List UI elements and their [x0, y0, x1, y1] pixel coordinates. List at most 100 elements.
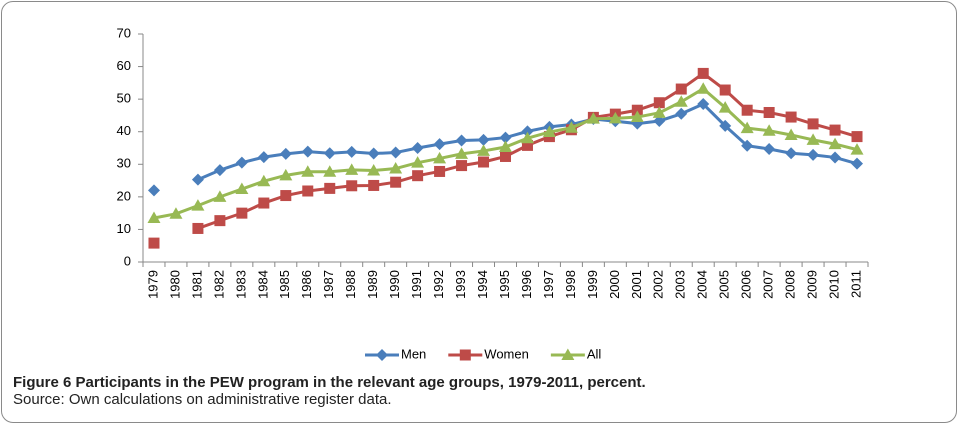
x-tick-label: 1984 — [255, 270, 270, 299]
data-point — [564, 121, 578, 133]
x-tick-label: 1994 — [475, 270, 490, 299]
data-point — [434, 165, 446, 177]
data-point — [257, 151, 270, 164]
data-point — [499, 131, 512, 144]
data-point — [477, 144, 491, 156]
data-point — [521, 139, 533, 151]
x-tick-label: 1989 — [365, 270, 380, 299]
x-tick-label: 2008 — [783, 270, 798, 299]
data-point — [390, 176, 402, 188]
x-tick-label: 2006 — [739, 270, 754, 299]
x-tick-label: 2009 — [805, 270, 820, 299]
data-point — [762, 124, 776, 136]
data-point — [653, 114, 666, 127]
data-point — [521, 125, 534, 138]
legend-marker — [561, 348, 575, 360]
data-point — [741, 139, 754, 152]
data-point — [829, 124, 841, 136]
data-point — [741, 104, 753, 116]
data-point — [455, 147, 469, 159]
data-point — [807, 148, 820, 161]
x-tick-label: 1985 — [277, 270, 292, 299]
data-point — [478, 156, 490, 168]
data-point — [500, 150, 511, 162]
data-point — [674, 95, 688, 107]
data-point — [719, 84, 731, 96]
data-point — [345, 145, 358, 158]
data-point — [213, 190, 227, 202]
series-line — [197, 71, 858, 230]
data-point — [433, 151, 447, 164]
data-point — [346, 180, 358, 192]
legend-label: Men — [401, 346, 426, 361]
y-tick-label: 10 — [117, 221, 131, 236]
data-point — [389, 146, 402, 159]
data-point — [631, 104, 643, 116]
data-point — [257, 174, 271, 187]
legend-marker — [459, 349, 471, 361]
data-point — [301, 165, 315, 177]
x-tick-label: 1990 — [387, 270, 402, 299]
data-point — [280, 190, 292, 202]
legend-label: All — [587, 346, 602, 361]
y-tick-label: 0 — [124, 253, 131, 268]
data-point — [763, 142, 776, 155]
data-point — [542, 125, 556, 138]
data-point — [718, 101, 732, 113]
x-tick-label: 2004 — [695, 270, 710, 299]
x-tick-label: 1981 — [189, 270, 204, 299]
x-tick-label: 2011 — [848, 270, 863, 298]
y-tick-label: 60 — [117, 58, 131, 73]
data-point — [829, 151, 842, 164]
data-point — [828, 137, 842, 150]
data-point — [675, 107, 688, 120]
x-tick-label: 1997 — [541, 270, 556, 299]
data-point — [697, 98, 710, 111]
x-tick-label: 2001 — [629, 270, 644, 299]
data-point — [586, 112, 600, 124]
data-point — [477, 133, 490, 146]
x-tick-label: 1999 — [585, 270, 600, 299]
data-point — [630, 110, 644, 123]
x-tick-label: 1993 — [453, 270, 468, 299]
data-point — [323, 147, 336, 160]
chart: Figure 6 Participants in the PEW program… — [13, 25, 869, 408]
x-tick-label: 1986 — [299, 270, 314, 299]
data-point — [455, 134, 468, 147]
data-point — [851, 157, 864, 170]
data-point — [324, 182, 336, 194]
data-point — [806, 133, 820, 145]
data-point — [148, 237, 160, 249]
data-point — [191, 173, 204, 186]
data-point — [191, 199, 205, 211]
x-tick-label: 2007 — [761, 270, 776, 299]
data-point — [301, 145, 314, 158]
x-tick-label: 2003 — [673, 270, 688, 299]
chart-title: Figure 6 Participants in the PEW program… — [13, 374, 646, 391]
data-point — [520, 131, 534, 144]
x-tick-label: 1988 — [343, 270, 358, 299]
data-point — [258, 197, 270, 209]
y-tick-label: 40 — [117, 123, 131, 138]
x-tick-label: 1980 — [167, 270, 182, 299]
data-point — [784, 128, 798, 140]
x-tick-label: 1991 — [409, 270, 424, 299]
data-point — [652, 106, 666, 118]
data-point — [499, 140, 512, 153]
data-point — [214, 215, 226, 227]
data-point — [785, 111, 797, 123]
data-point — [411, 156, 425, 168]
data-point — [147, 184, 160, 197]
data-point — [169, 207, 183, 219]
data-point — [851, 131, 863, 143]
data-point — [850, 143, 864, 155]
chart-source: Source: Own calculations on administrati… — [13, 391, 392, 408]
data-point — [740, 121, 754, 134]
data-point — [697, 67, 709, 79]
data-point — [411, 142, 424, 154]
x-tick-label: 2002 — [651, 270, 666, 299]
data-point — [147, 211, 161, 224]
y-tick-label: 50 — [117, 91, 131, 106]
data-point — [675, 83, 687, 95]
legend-marker — [376, 349, 388, 361]
